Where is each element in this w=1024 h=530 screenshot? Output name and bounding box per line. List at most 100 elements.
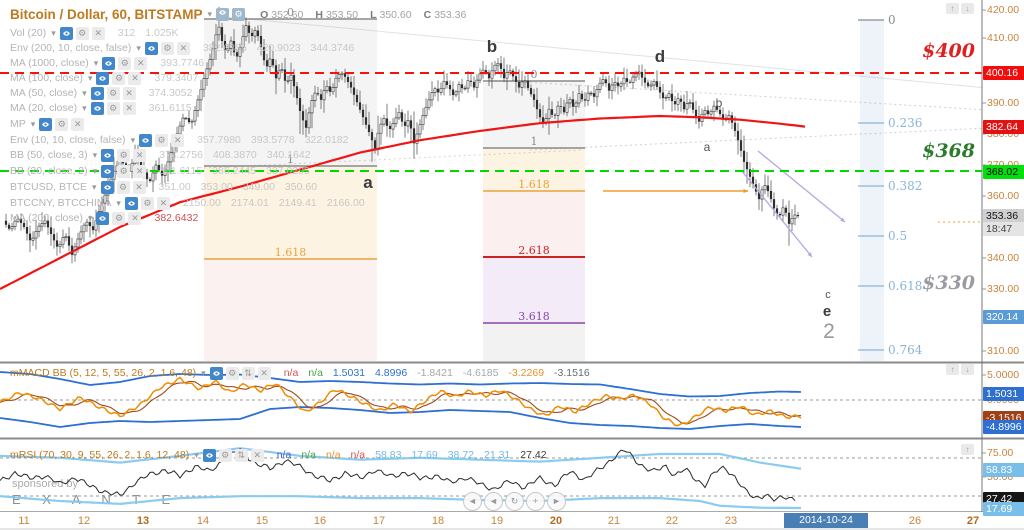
- eye-icon[interactable]: [102, 56, 116, 70]
- chevron-down-icon[interactable]: ▾: [93, 57, 99, 68]
- gear-icon[interactable]: ⚙: [225, 366, 239, 380]
- macd-indicator-row[interactable]: mMACD BB (5, 12, 5, 55, 26, 2, 1.6, 48) ▾…: [10, 366, 590, 380]
- chevron-down-icon[interactable]: ▾: [82, 102, 87, 113]
- scale-down-button[interactable]: ↓: [961, 364, 974, 375]
- back-button[interactable]: ◄: [463, 492, 482, 511]
- gear-icon[interactable]: ⚙: [155, 133, 169, 147]
- gear-icon[interactable]: ⚙: [106, 86, 120, 100]
- eye-icon[interactable]: [101, 148, 115, 162]
- chevron-down-icon[interactable]: ▾: [87, 72, 93, 83]
- indicator-name[interactable]: MA (50, close): [10, 87, 78, 99]
- chevron-down-icon[interactable]: ▾: [201, 367, 206, 378]
- gear-icon[interactable]: ⚙: [112, 71, 126, 85]
- indicator-row[interactable]: Vol (20) ▾ ⚙ ✕ 312 1.025K: [10, 26, 179, 40]
- indicator-name[interactable]: BTCUSD, BTCE: [10, 181, 88, 193]
- close-icon[interactable]: ✕: [91, 26, 105, 40]
- symbol-title-row[interactable]: Bitcoin / Dollar, 60, BITSTAMP ▾ ⚙ O 352.…: [10, 5, 466, 23]
- chevron-down-icon[interactable]: ▾: [92, 149, 98, 160]
- chevron-down-icon[interactable]: ▾: [136, 42, 141, 53]
- close-icon[interactable]: ✕: [257, 366, 271, 380]
- rsi-indicator-row[interactable]: mRSI (70, 30, 9, 55, 26, 2, 1.6, 12, 48)…: [10, 448, 547, 462]
- close-icon[interactable]: ✕: [171, 133, 185, 147]
- eye-icon[interactable]: [209, 366, 223, 380]
- eye-icon[interactable]: [90, 86, 104, 100]
- trendline[interactable]: [214, 15, 988, 88]
- gear-icon[interactable]: ⚙: [75, 26, 89, 40]
- indicator-name[interactable]: BB (50, close, 3): [10, 149, 88, 161]
- eye-icon[interactable]: [202, 448, 216, 462]
- close-icon[interactable]: ✕: [133, 164, 147, 178]
- indicator-name[interactable]: Env (10, 10, close, false): [10, 134, 126, 146]
- eye-icon[interactable]: [96, 71, 110, 85]
- chevron-down-icon[interactable]: ▾: [207, 8, 213, 19]
- scale-up-button[interactable]: ↑: [946, 364, 959, 375]
- gear-icon[interactable]: ⚙: [232, 7, 246, 21]
- collapse-icon[interactable]: ⇅: [234, 448, 248, 462]
- chevron-down-icon[interactable]: ▾: [82, 87, 87, 98]
- scale-up-button[interactable]: ↑: [961, 444, 974, 455]
- indicator-name[interactable]: BTCCNY, BTCCHINA: [10, 197, 112, 209]
- chevron-down-icon[interactable]: ▾: [194, 449, 199, 460]
- close-icon[interactable]: ✕: [134, 56, 148, 70]
- close-icon[interactable]: ✕: [71, 117, 85, 131]
- chevron-down-icon[interactable]: ▾: [92, 181, 97, 192]
- gear-icon[interactable]: ⚙: [160, 41, 174, 55]
- eye-icon[interactable]: [101, 164, 115, 178]
- gear-icon[interactable]: ⚙: [118, 56, 132, 70]
- gear-icon[interactable]: ⚙: [116, 180, 130, 194]
- chevron-down-icon[interactable]: ▾: [51, 27, 56, 38]
- chevron-down-icon[interactable]: ▾: [116, 197, 121, 208]
- macd-indicator-name[interactable]: mMACD BB (5, 12, 5, 55, 26, 2, 1.6, 48): [10, 367, 197, 379]
- trendline[interactable]: [489, 79, 988, 111]
- indicator-row[interactable]: MA (20, close) ▾ ⚙ ✕ 361.6115: [10, 101, 192, 115]
- zoom-in-button[interactable]: +: [526, 492, 545, 511]
- back-button[interactable]: ◄: [484, 492, 503, 511]
- indicator-row[interactable]: BTCUSD, BTCE ▾ ⚙ ✕ 351.00 353.00 349.00 350.60: [10, 180, 317, 194]
- eye-icon[interactable]: [124, 196, 138, 210]
- gear-icon[interactable]: ⚙: [55, 117, 69, 131]
- close-icon[interactable]: ✕: [128, 71, 142, 85]
- chevron-down-icon[interactable]: ▾: [130, 134, 136, 145]
- eye-icon[interactable]: [90, 101, 104, 115]
- indicator-row[interactable]: MA (50, close) ▾ ⚙ ✕ 374.3052: [10, 86, 192, 100]
- indicator-name[interactable]: Env (200, 10, close, false): [10, 42, 132, 54]
- close-icon[interactable]: ✕: [128, 211, 142, 225]
- reset-button[interactable]: ↻: [505, 492, 524, 511]
- indicator-name[interactable]: MA (200, close): [10, 212, 83, 224]
- eye-icon[interactable]: [96, 211, 110, 225]
- close-icon[interactable]: ✕: [132, 180, 146, 194]
- indicator-row[interactable]: MA (1000, close) ▾ ⚙ ✕ 393.7746: [10, 56, 204, 70]
- forward-button[interactable]: ►: [547, 492, 566, 511]
- indicator-row[interactable]: MA (200, close) ▾ ⚙ ✕ 382.6432: [10, 211, 198, 225]
- symbol-title[interactable]: Bitcoin / Dollar, 60, BITSTAMP: [10, 6, 203, 22]
- close-icon[interactable]: ✕: [122, 101, 136, 115]
- gear-icon[interactable]: ⚙: [140, 196, 154, 210]
- gear-icon[interactable]: ⚙: [112, 211, 126, 225]
- chevron-down-icon[interactable]: ▾: [92, 165, 98, 176]
- scale-up-button[interactable]: ↑: [946, 3, 959, 14]
- eye-icon[interactable]: [144, 41, 158, 55]
- indicator-row[interactable]: MP ▾ ⚙ ✕: [10, 117, 87, 131]
- indicator-name[interactable]: MA (100, close): [10, 72, 83, 84]
- close-icon[interactable]: ✕: [250, 448, 264, 462]
- indicator-row[interactable]: MA (100, close) ▾ ⚙ ✕ 379.3407: [10, 71, 198, 85]
- close-icon[interactable]: ✕: [122, 86, 136, 100]
- eye-icon[interactable]: [59, 26, 73, 40]
- indicator-name[interactable]: MA (1000, close): [10, 57, 89, 69]
- close-icon[interactable]: ✕: [133, 148, 147, 162]
- indicator-row[interactable]: Env (10, 10, close, false) ▾ ⚙ ✕ 357.7980 393…: [10, 133, 348, 147]
- gear-icon[interactable]: ⚙: [106, 101, 120, 115]
- gear-icon[interactable]: ⚙: [117, 148, 131, 162]
- trendline[interactable]: [529, 127, 988, 151]
- indicator-name[interactable]: BB (20, close, 2): [10, 165, 88, 177]
- chevron-down-icon[interactable]: ▾: [30, 118, 36, 129]
- gear-icon[interactable]: ⚙: [218, 448, 232, 462]
- trendline[interactable]: [203, 149, 584, 169]
- gear-icon[interactable]: ⚙: [117, 164, 131, 178]
- indicator-row[interactable]: BTCCNY, BTCCHINA ▾ ⚙ ✕ 2150.00 2174.01 2149.41…: [10, 196, 365, 210]
- indicator-row[interactable]: Env (200, 10, close, false) ▾ ⚙ ✕ 382.6385 42…: [10, 41, 354, 55]
- indicator-name[interactable]: Vol (20): [10, 27, 47, 39]
- eye-icon[interactable]: [139, 133, 153, 147]
- collapse-icon[interactable]: ⇅: [241, 366, 255, 380]
